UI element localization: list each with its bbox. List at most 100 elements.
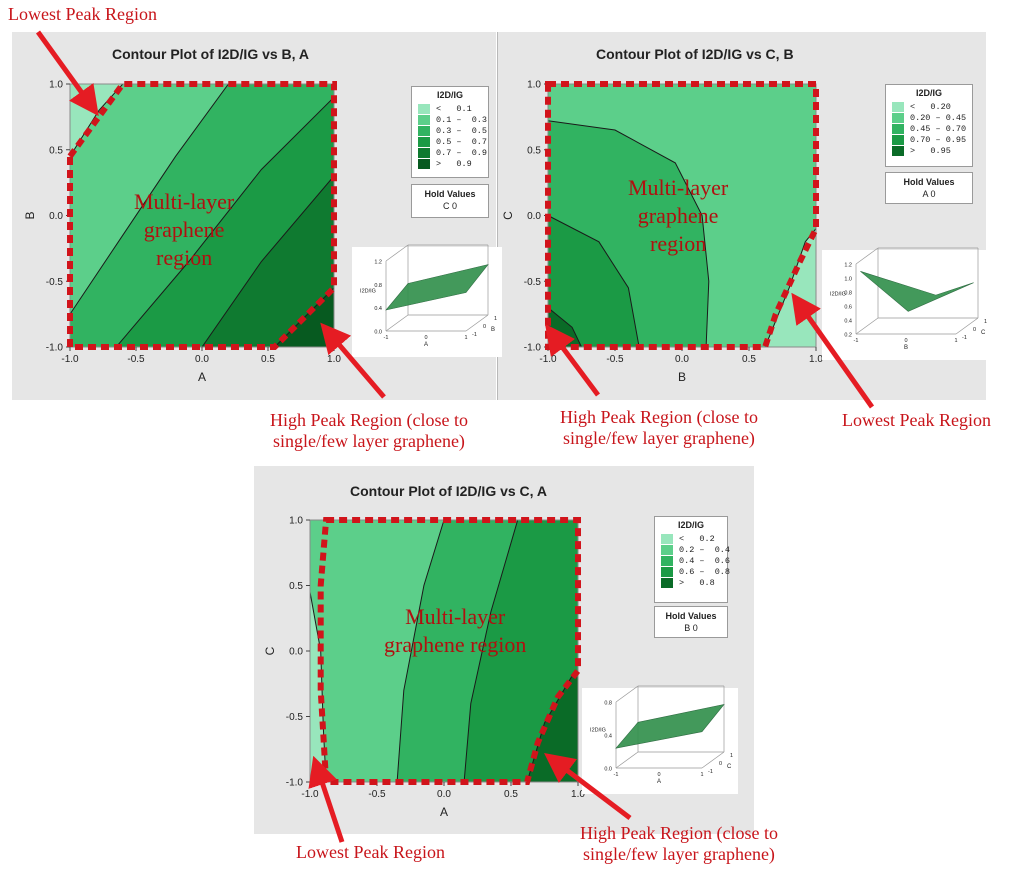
inset-x-axis-label: A — [657, 779, 661, 785]
inset-x-tick-label: -1 — [854, 338, 859, 344]
legend-swatch — [418, 114, 430, 125]
inset-y-axis-label: C — [727, 764, 732, 770]
legend-label: 0.1 – 0.3 — [436, 114, 488, 125]
high-peak-label-3: High Peak Region (close to single/few la… — [580, 823, 778, 865]
dashed-region-boundary — [317, 517, 581, 785]
inset-axis — [615, 685, 639, 703]
contour-line — [548, 215, 640, 347]
inset-z-tick-label: 0.4 — [844, 319, 852, 325]
legend-label: 0.20 – 0.45 — [910, 112, 967, 123]
region-line: graphene region — [384, 632, 527, 657]
response-surface — [860, 271, 974, 312]
inset-axis — [701, 751, 725, 769]
hold-values-value: A 0 — [922, 189, 936, 199]
legend-entry: 0.70 – 0.95 — [886, 134, 972, 145]
legend-label: 0.4 – 0.6 — [679, 555, 731, 566]
inset-y-tick-label: 1 — [730, 753, 733, 759]
region-line: region — [650, 231, 707, 256]
multi-layer-region-label-1: Multi-layer graphene region — [134, 188, 234, 272]
legend-title: I2D/IG — [677, 520, 704, 530]
legend-label: < 0.20 — [910, 101, 951, 112]
response-surface — [385, 264, 489, 311]
legend-entry: 0.4 – 0.6 — [655, 555, 731, 566]
surface-3d-inset-1 — [352, 244, 502, 357]
legend-swatch — [892, 134, 904, 145]
inset-z-label: I2D/IG — [590, 728, 606, 734]
legend-title: I2D/IG — [436, 90, 463, 100]
x-tick-label: 1.0 — [327, 354, 341, 365]
contour-line — [201, 175, 334, 347]
contour-band — [202, 176, 334, 347]
legend-entry: < 0.20 — [886, 101, 972, 112]
inset-y-tick-label: 0 — [973, 327, 976, 333]
contour-fills — [310, 520, 578, 782]
dashed-region-boundary — [545, 81, 819, 350]
annot-line: High Peak Region (close to — [580, 823, 778, 843]
legend-1: I2D/IG < 0.1 0.1 – 0.3 0.3 – 0.5 0.5 – 0.7 0… — [411, 86, 489, 178]
inset-x-tick-label: -1 — [384, 335, 389, 341]
y-tick-label: -0.5 — [524, 277, 542, 288]
chart-title-3: Contour Plot of I2D/IG vs C, A — [350, 483, 548, 499]
x-tick-label: 0.0 — [437, 789, 451, 800]
y-tick-label: -1.0 — [524, 343, 542, 354]
inset-z-tick-label: 0.6 — [844, 305, 852, 311]
y-axis-label: C — [263, 646, 277, 655]
inset-axis — [385, 314, 409, 332]
legend-swatch — [418, 103, 430, 114]
y-tick-label: 0.5 — [527, 145, 541, 156]
inset-bg — [352, 247, 502, 357]
y-tick-label: -1.0 — [46, 343, 64, 354]
hold-values-value: B 0 — [684, 623, 698, 633]
surface-3d-inset-2 — [822, 247, 992, 360]
high-peak-label-2: High Peak Region (close to single/few la… — [560, 407, 758, 449]
legend-swatch — [661, 544, 673, 555]
legend-swatch — [892, 123, 904, 134]
inset-z-tick-label: 0.8 — [844, 291, 852, 297]
annot-line: single/few layer graphene) — [563, 428, 755, 448]
surface-3d-inset-3 — [582, 685, 738, 794]
x-tick-label: 0.5 — [742, 354, 756, 365]
inset-y-tick-label: -1 — [708, 769, 713, 775]
legend-entry: > 0.8 — [655, 577, 727, 588]
inset-x-tick-label: 1 — [700, 772, 703, 778]
x-tick-label: 0.0 — [675, 354, 689, 365]
annotation-arrow — [545, 323, 601, 397]
legend-entry: < 0.2 — [655, 533, 727, 544]
contour-line — [463, 520, 519, 782]
x-tick-label: -0.5 — [368, 789, 386, 800]
y-tick-label: -0.5 — [46, 277, 64, 288]
panel-divider — [497, 32, 498, 400]
x-tick-label: -0.5 — [127, 354, 145, 365]
legend-swatch — [661, 533, 673, 544]
contour-line — [115, 96, 334, 347]
x-tick-label: 1.0 — [809, 354, 823, 365]
inset-axis — [955, 317, 979, 335]
y-tick-label: -0.5 — [286, 712, 304, 723]
region-line: graphene — [143, 217, 225, 242]
legend-swatch — [418, 136, 430, 147]
y-tick-label: 0.5 — [289, 581, 303, 592]
inset-axis — [855, 247, 879, 265]
x-tick-label: 0.0 — [195, 354, 209, 365]
x-tick-label: -0.5 — [606, 354, 624, 365]
inset-axis — [855, 317, 879, 335]
y-tick-label: 0.0 — [49, 211, 63, 222]
x-axis-label: B — [678, 370, 686, 384]
legend-label: > 0.9 — [436, 158, 472, 169]
inset-axis — [615, 751, 639, 769]
inset-z-label: I2D/IG — [830, 292, 846, 298]
inset-z-tick-label: 0.0 — [374, 330, 382, 336]
multi-layer-region-label-2: Multi-layer graphene region — [628, 174, 728, 258]
legend-label: < 0.2 — [679, 533, 715, 544]
hold-values-value: C 0 — [442, 201, 457, 211]
legend-entry: 0.6 – 0.8 — [655, 566, 730, 577]
y-tick-label: -1.0 — [286, 778, 304, 789]
x-tick-label: 0.5 — [504, 789, 518, 800]
legend-label: > 0.95 — [910, 145, 951, 156]
chart-title-1: Contour Plot of I2D/IG vs B, A — [112, 46, 310, 62]
contour-plot-2 — [544, 81, 819, 351]
y-tick-label: 0.0 — [289, 647, 303, 658]
inset-z-label: I2D/IG — [360, 289, 376, 295]
inset-y-tick-label: 1 — [494, 316, 497, 322]
x-tick-label: -1.0 — [61, 354, 79, 365]
